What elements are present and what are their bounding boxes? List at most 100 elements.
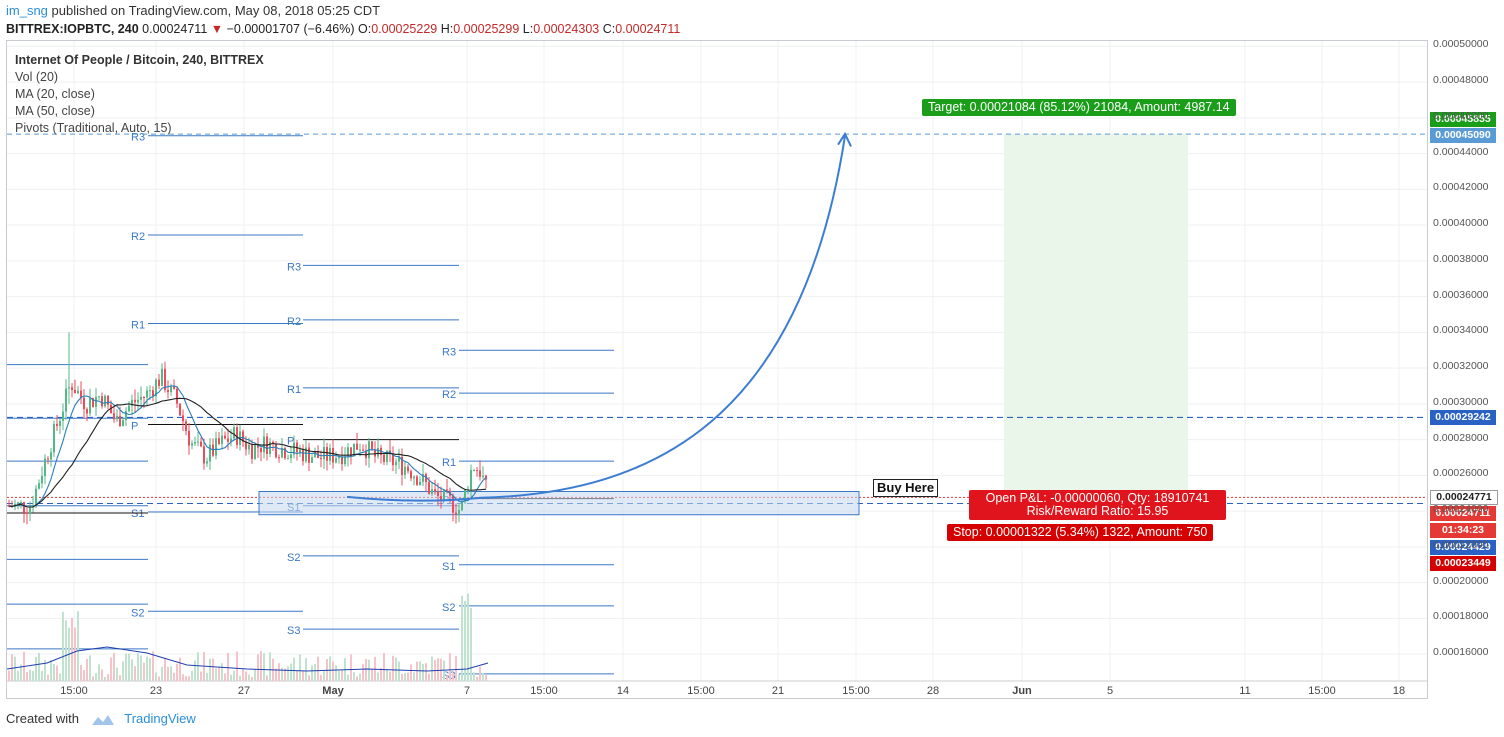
candle-body — [152, 390, 154, 397]
candle-body — [128, 405, 130, 412]
candle-body — [107, 395, 109, 405]
created-with-text: Created with — [6, 711, 79, 726]
volume-bar — [404, 673, 406, 681]
volume-bar — [140, 655, 142, 681]
published-line: im_sng published on TradingView.com, May… — [6, 3, 380, 18]
candle-body — [224, 435, 226, 439]
candle-body — [215, 438, 217, 456]
volume-bar — [365, 658, 367, 681]
target-label: Target: 0.00021084 (85.12%) 21084, Amoun… — [922, 99, 1236, 116]
candle-body — [143, 396, 145, 398]
volume-bar — [401, 674, 403, 681]
price-change: −0.00001707 (−6.46%) — [226, 22, 355, 36]
author-link[interactable]: im_sng — [6, 3, 48, 18]
candle-body — [176, 388, 178, 404]
candle-body — [155, 379, 157, 397]
candle-body — [347, 447, 349, 458]
volume-bar — [482, 673, 484, 681]
buy-here-label: Buy Here — [873, 479, 939, 497]
tradingview-link[interactable]: TradingView — [124, 711, 196, 726]
candle-body — [116, 415, 118, 420]
volume-bar — [65, 620, 67, 681]
y-tick-label: 0.00034000 — [1433, 324, 1489, 337]
symbol-line: BITTREX:IOPBTC, 240 0.00024711 ▼ −0.0000… — [6, 22, 680, 36]
candle-body — [257, 444, 259, 448]
volume-bar — [485, 675, 487, 681]
candle-body — [440, 495, 442, 501]
chart-area[interactable]: 15:00 23 27 May 7 15:00 14 15:00 21 15:00 28 Jun 5 11… — [6, 40, 1428, 699]
y-tick-label: 0.00018000 — [1433, 610, 1489, 623]
candle-body — [53, 423, 55, 453]
volume-bar — [470, 607, 472, 681]
y-tick-label: 0.00016000 — [1433, 646, 1489, 659]
candle-body — [311, 457, 313, 463]
price-badge: 0.00024771 — [1430, 490, 1498, 505]
volume-bar — [95, 673, 97, 681]
volume-bar — [248, 674, 250, 681]
target-zone — [1004, 134, 1188, 498]
volume-bar — [32, 670, 34, 681]
volume-bar — [422, 663, 424, 681]
candle-body — [278, 457, 280, 459]
volume-bar — [116, 667, 118, 681]
volume-bar — [359, 673, 361, 681]
candle-body — [209, 444, 211, 462]
volume-bar — [188, 676, 190, 681]
volume-bar — [41, 670, 43, 681]
volume-bar — [263, 653, 265, 681]
candle-body — [197, 441, 199, 443]
candle-body — [461, 501, 463, 510]
x-tick-label: 15:00 — [60, 685, 88, 697]
candle-body — [326, 447, 328, 461]
price-chart[interactable]: 15:00 23 27 May 7 15:00 14 15:00 21 15:00 28 Jun 5 11… — [7, 41, 1427, 698]
pivot-label: S3 — [287, 625, 300, 637]
candle-body — [344, 457, 346, 465]
volume-bar — [11, 654, 13, 681]
volume-bar — [437, 658, 439, 681]
footer: Created with TradingView — [6, 711, 196, 727]
risk-reward-text: Risk/Reward Ratio: 15.95 — [1026, 504, 1169, 518]
x-tick-label: 28 — [927, 685, 939, 697]
candle-body — [314, 451, 316, 458]
candle-body — [35, 488, 37, 507]
volume-bar — [260, 651, 262, 681]
y-tick-label: 0.00030000 — [1433, 395, 1489, 408]
volume-bar — [413, 672, 415, 681]
volume-bar — [104, 676, 106, 681]
volume-bar — [44, 660, 46, 681]
volume-bar — [137, 653, 139, 681]
candle-body — [320, 457, 322, 460]
candle-body — [455, 512, 457, 515]
candle-body — [437, 491, 439, 496]
volume-bar — [242, 668, 244, 681]
volume-bar — [191, 670, 193, 681]
candle-body — [122, 420, 124, 427]
high-value: 0.00025299 — [453, 22, 520, 36]
x-tick-label: 7 — [464, 685, 470, 697]
candle-body — [362, 449, 364, 451]
legend-vol: Vol (20) — [15, 70, 59, 84]
volume-bar — [29, 669, 31, 681]
pivot-label: R2 — [131, 231, 145, 243]
close-value: 0.00024711 — [615, 22, 681, 36]
candle-body — [308, 447, 310, 463]
candle-body — [188, 430, 190, 446]
volume-bar — [92, 676, 94, 681]
volume-bar — [89, 655, 91, 681]
volume-bar — [383, 653, 385, 681]
candle-body — [272, 441, 274, 444]
candle-body — [374, 449, 376, 457]
candle-body — [227, 438, 229, 442]
candle-body — [236, 427, 238, 445]
volume-bar — [455, 656, 457, 681]
candle-body — [194, 442, 196, 444]
candle-body — [149, 390, 151, 392]
candle-body — [260, 447, 262, 453]
candle-body — [185, 421, 187, 431]
volume-bar — [389, 671, 391, 681]
candle-body — [113, 413, 115, 420]
volume-bar — [98, 664, 100, 681]
candle-body — [392, 453, 394, 466]
y-tick-label: 0.00024000 — [1433, 503, 1489, 516]
volume-bar — [236, 651, 238, 681]
